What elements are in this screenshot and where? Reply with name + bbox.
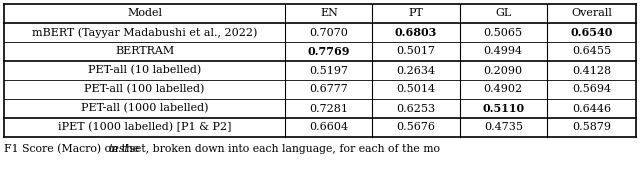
Text: 0.6777: 0.6777 — [310, 84, 348, 95]
Text: EN: EN — [320, 8, 338, 19]
Text: 0.4735: 0.4735 — [484, 123, 523, 132]
Text: 0.6455: 0.6455 — [572, 46, 611, 57]
Text: 0.5694: 0.5694 — [572, 84, 611, 95]
Text: F1 Score (Macro) on the: F1 Score (Macro) on the — [4, 144, 143, 154]
Text: 0.5014: 0.5014 — [397, 84, 436, 95]
Text: GL: GL — [495, 8, 511, 19]
Text: 0.6253: 0.6253 — [397, 103, 436, 114]
Text: 0.6604: 0.6604 — [309, 123, 348, 132]
Text: PET-all (10 labelled): PET-all (10 labelled) — [88, 65, 201, 76]
Text: 0.2090: 0.2090 — [484, 66, 523, 75]
Text: iPET (1000 labelled) [P1 & P2]: iPET (1000 labelled) [P1 & P2] — [58, 122, 232, 133]
Text: 0.6540: 0.6540 — [570, 27, 612, 38]
Text: test: test — [108, 144, 129, 154]
Text: BERTRAM: BERTRAM — [115, 46, 174, 57]
Text: 0.2634: 0.2634 — [397, 66, 436, 75]
Text: 0.6803: 0.6803 — [395, 27, 437, 38]
Text: Overall: Overall — [571, 8, 612, 19]
Text: set, broken down into each language, for each of the mo: set, broken down into each language, for… — [126, 144, 440, 154]
Text: 0.4994: 0.4994 — [484, 46, 523, 57]
Text: 0.5197: 0.5197 — [309, 66, 348, 75]
Text: mBERT (Tayyar Madabushi et al., 2022): mBERT (Tayyar Madabushi et al., 2022) — [32, 27, 257, 38]
Text: 0.4902: 0.4902 — [484, 84, 523, 95]
Text: Model: Model — [127, 8, 162, 19]
Text: 0.5110: 0.5110 — [482, 103, 524, 114]
Text: PET-all (100 labelled): PET-all (100 labelled) — [84, 84, 205, 95]
Text: 0.7281: 0.7281 — [309, 103, 348, 114]
Text: 0.7769: 0.7769 — [308, 46, 350, 57]
Text: 0.6446: 0.6446 — [572, 103, 611, 114]
Text: 0.5676: 0.5676 — [397, 123, 436, 132]
Text: PET-all (1000 labelled): PET-all (1000 labelled) — [81, 103, 209, 114]
Text: 0.4128: 0.4128 — [572, 66, 611, 75]
Text: 0.5879: 0.5879 — [572, 123, 611, 132]
Text: PT: PT — [408, 8, 424, 19]
Text: 0.5065: 0.5065 — [484, 28, 523, 37]
Text: 0.5017: 0.5017 — [397, 46, 436, 57]
Text: 0.7070: 0.7070 — [309, 28, 348, 37]
